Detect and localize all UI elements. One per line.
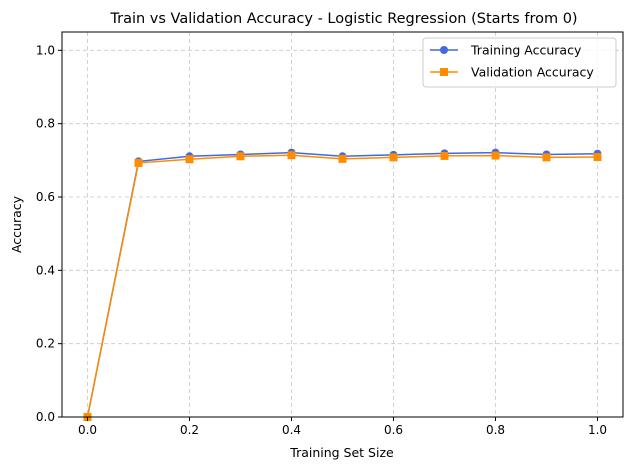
- series-training: [83, 148, 602, 421]
- legend-marker-circle: [440, 46, 448, 54]
- x-axis-ticks: 0.0 0.2 0.4 0.6 0.8 1.0: [78, 417, 607, 437]
- x-tick-label: 0.4: [282, 423, 301, 437]
- grid: [62, 32, 623, 418]
- series-validation: [83, 151, 602, 421]
- data-point-square: [134, 158, 143, 167]
- y-tick-label: 0.8: [36, 117, 55, 131]
- series-layer: [83, 148, 602, 421]
- data-point-square: [185, 155, 194, 164]
- y-tick-label: 1.0: [36, 43, 55, 57]
- data-point-square: [338, 154, 347, 163]
- data-point-square: [593, 153, 602, 162]
- x-tick-label: 0.6: [384, 423, 403, 437]
- x-tick-label: 0.8: [486, 423, 505, 437]
- legend-label: Validation Accuracy: [471, 65, 594, 80]
- plot-frame: [61, 31, 624, 418]
- legend-item-validation: Validation Accuracy: [430, 65, 594, 80]
- data-point-square: [389, 153, 398, 162]
- data-point-square: [287, 151, 296, 160]
- y-axis-ticks: 0.0 0.2 0.4 0.6 0.8 1.0: [36, 43, 62, 424]
- data-point-square: [491, 151, 500, 160]
- data-point-square: [542, 153, 551, 162]
- y-tick-label: 0.4: [36, 263, 55, 277]
- data-point-square: [440, 151, 449, 160]
- chart-title: Train vs Validation Accuracy - Logistic …: [109, 11, 577, 27]
- series-line: [86, 151, 598, 418]
- x-tick-label: 0.0: [78, 423, 97, 437]
- legend: Training Accuracy Validation Accuracy: [422, 37, 617, 88]
- legend-box: [422, 37, 617, 88]
- y-tick-label: 0.0: [36, 410, 55, 424]
- y-axis-label: Accuracy: [9, 195, 24, 253]
- x-axis-label: Training Set Size: [289, 445, 394, 460]
- data-point-square: [236, 152, 245, 161]
- legend-marker-square: [440, 68, 448, 76]
- legend-item-training: Training Accuracy: [430, 43, 582, 58]
- legend-label: Training Accuracy: [470, 43, 582, 58]
- y-tick-label: 0.2: [36, 337, 55, 351]
- x-tick-label: 1.0: [588, 423, 607, 437]
- series-line: [86, 154, 598, 418]
- x-tick-label: 0.2: [180, 423, 199, 437]
- y-tick-label: 0.6: [36, 190, 55, 204]
